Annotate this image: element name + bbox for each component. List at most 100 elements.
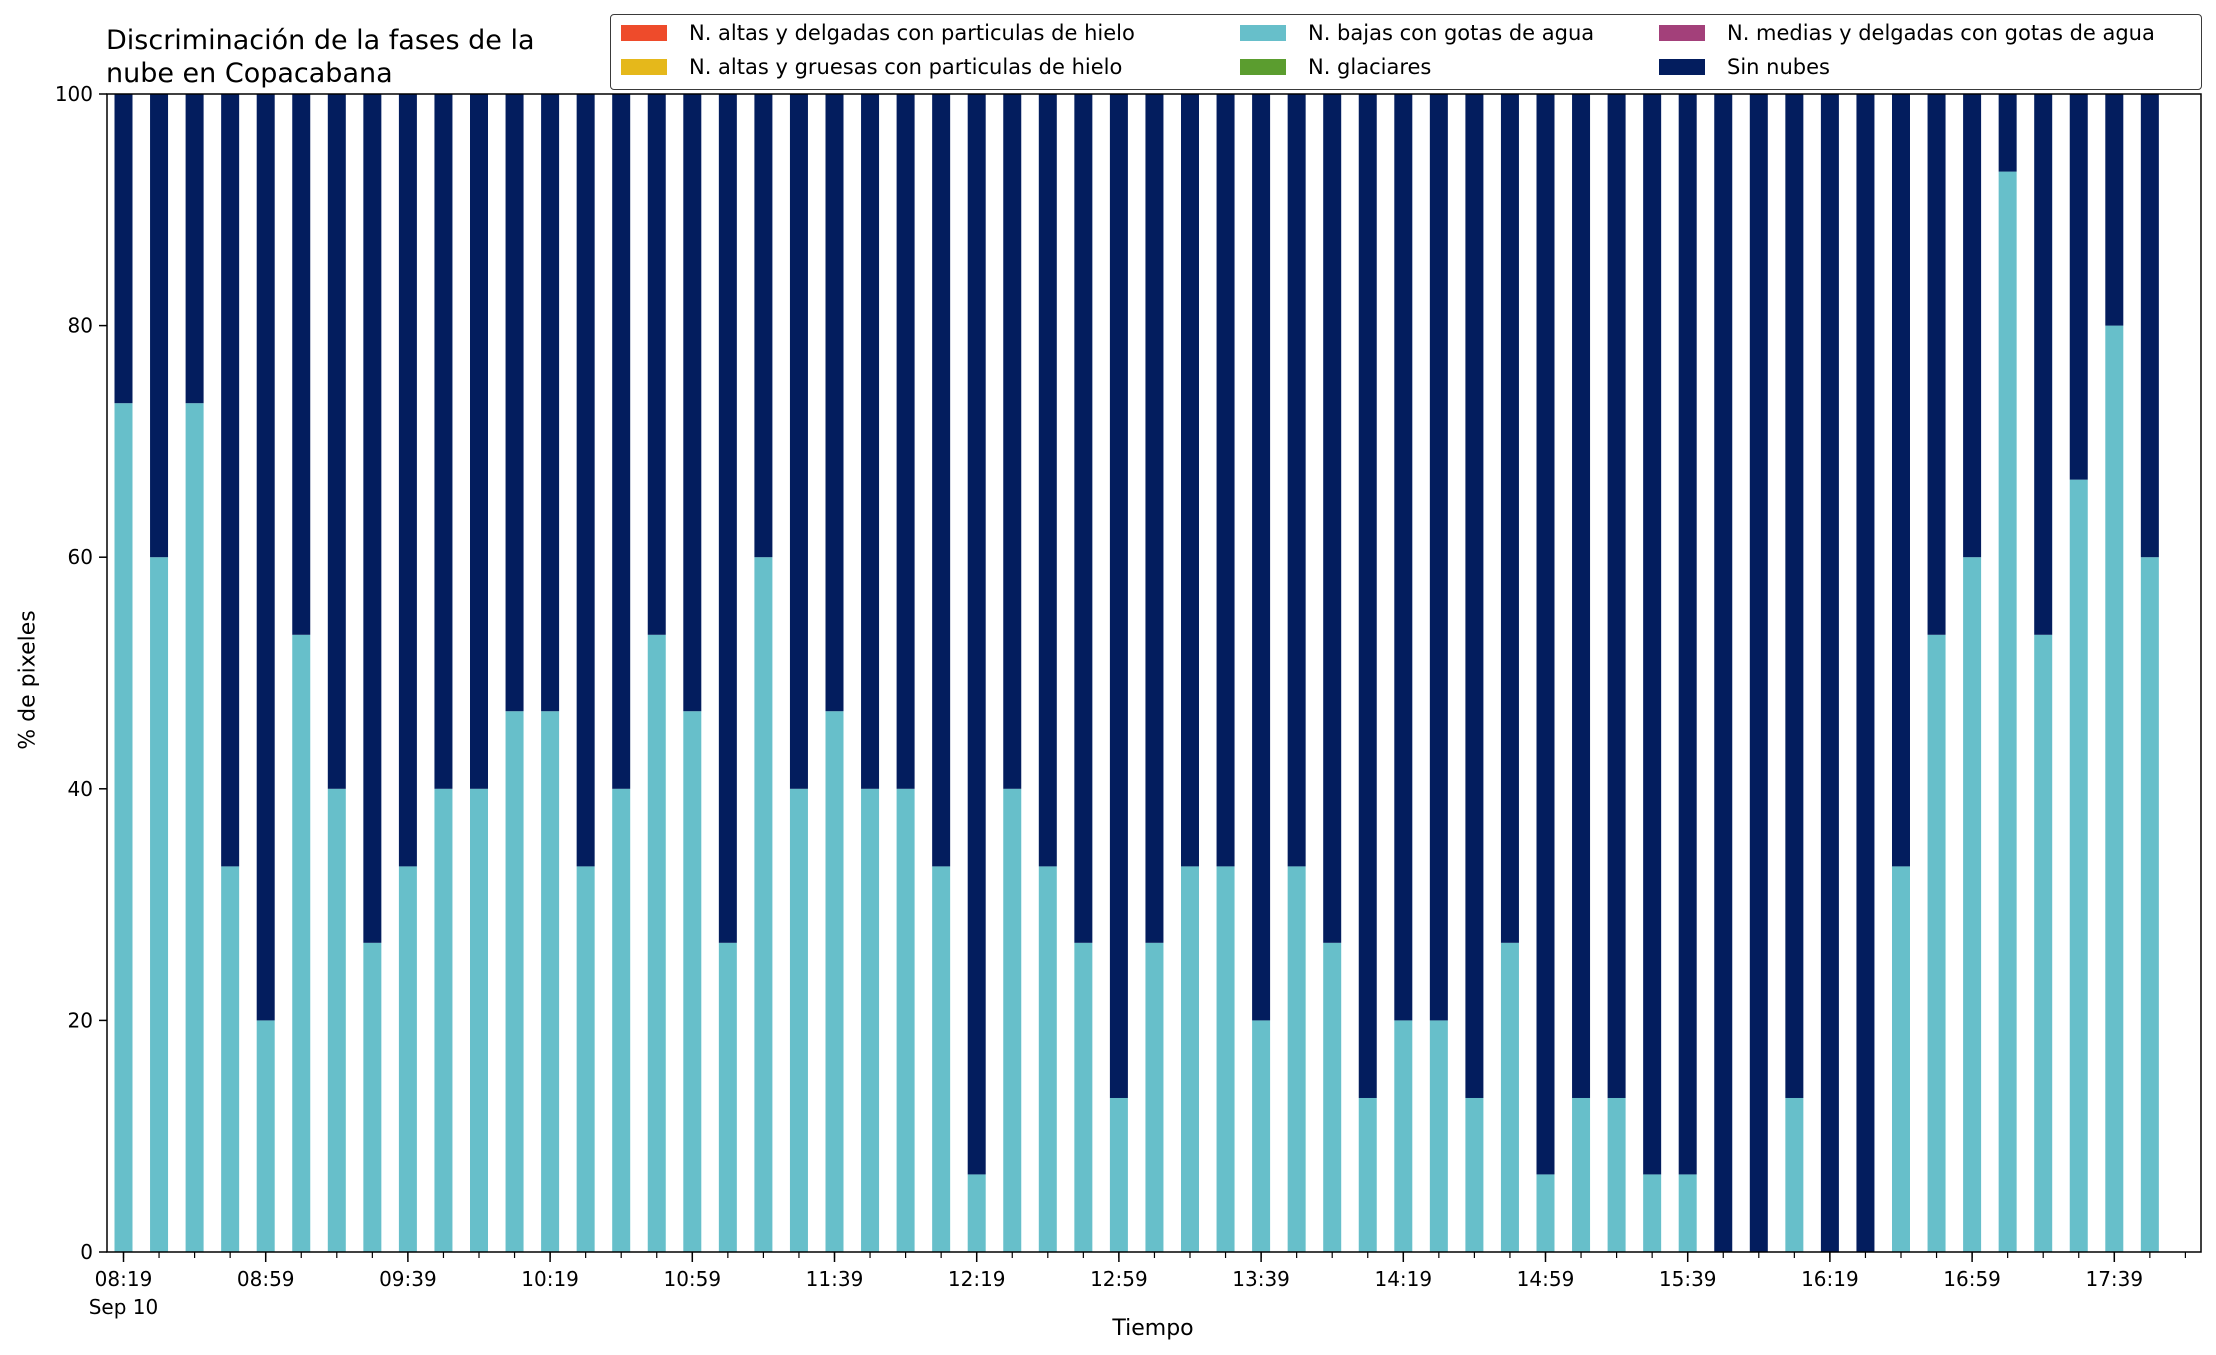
- y-tick-label: 100: [55, 82, 93, 106]
- bar-segment-series-2: [932, 866, 951, 1252]
- legend-item-bajas-gotas: N. bajas con gotas de agua: [1240, 21, 1594, 45]
- y-tick-label: 80: [68, 314, 93, 338]
- bar-segment-series-2: [1109, 1097, 1128, 1252]
- bar-segment-series-5: [1287, 94, 1306, 867]
- x-tick-label: 13:39: [1232, 1267, 1290, 1291]
- x-tick-sublabel: Sep 10: [89, 1295, 159, 1319]
- x-tick-label: 11:39: [806, 1267, 864, 1291]
- y-axis-label: % de pixeles: [15, 610, 41, 750]
- bar-segment-series-2: [2140, 557, 2159, 1252]
- bars-group: [114, 94, 2159, 1253]
- bar-segment-series-5: [398, 94, 417, 867]
- x-tick-label: 10:59: [663, 1267, 721, 1291]
- bar-segment-series-2: [1536, 1174, 1555, 1252]
- bar-segment-series-5: [1998, 94, 2017, 172]
- bar-segment-series-5: [1358, 94, 1377, 1098]
- bar-segment-series-2: [185, 403, 204, 1252]
- bar-segment-series-5: [1465, 94, 1484, 1098]
- bar-segment-series-5: [470, 94, 488, 789]
- x-tick-label: 14:59: [1517, 1267, 1575, 1291]
- legend-label: Sin nubes: [1727, 55, 1830, 79]
- bar-segment-series-2: [718, 942, 737, 1252]
- bar-segment-series-2: [789, 788, 808, 1252]
- bar-segment-series-5: [825, 94, 844, 712]
- legend-swatch: [1659, 25, 1705, 41]
- x-tick-label: 16:19: [1801, 1267, 1859, 1291]
- bar-segment-series-5: [896, 94, 915, 789]
- bar-segment-series-2: [683, 711, 702, 1252]
- bar-segment-series-2: [2069, 479, 2088, 1252]
- bar-segment-series-5: [1749, 94, 1768, 1252]
- bar-segment-series-2: [1500, 942, 1519, 1252]
- legend-swatch: [621, 25, 667, 41]
- bar-segment-series-5: [789, 94, 808, 789]
- legend-item-sin-nubes: Sin nubes: [1659, 55, 1830, 79]
- bar-segment-series-5: [1714, 94, 1733, 1252]
- bar-segment-series-5: [1820, 94, 1839, 1252]
- bar-segment-series-5: [221, 94, 240, 867]
- bar-segment-series-2: [1358, 1097, 1377, 1252]
- bar-segment-series-5: [1181, 94, 1199, 867]
- bar-segment-series-2: [221, 866, 240, 1252]
- bar-segment-series-5: [861, 94, 880, 789]
- bar-segment-series-2: [1145, 942, 1164, 1252]
- bar-segment-series-2: [825, 711, 844, 1252]
- bar-segment-series-2: [114, 403, 133, 1252]
- bar-segment-series-5: [2034, 94, 2053, 635]
- bar-segment-series-5: [434, 94, 453, 789]
- bar-segment-series-5: [327, 94, 346, 789]
- bar-segment-series-2: [576, 866, 595, 1252]
- legend-label: N. altas y delgadas con particulas de hi…: [689, 21, 1135, 45]
- legend-item-altas-delgadas: N. altas y delgadas con particulas de hi…: [621, 21, 1135, 45]
- bar-segment-series-2: [1785, 1097, 1804, 1252]
- bar-segment-series-2: [1429, 1020, 1448, 1252]
- x-tick-label: 14:19: [1374, 1267, 1432, 1291]
- bar-segment-series-5: [1892, 94, 1910, 867]
- y-tick-label: 40: [68, 777, 93, 801]
- bar-segment-series-5: [1145, 94, 1164, 943]
- y-tick-label: 20: [68, 1008, 93, 1032]
- legend-swatch: [1240, 59, 1286, 75]
- bar-segment-series-2: [150, 557, 169, 1252]
- bar-segment-series-2: [1252, 1020, 1271, 1252]
- bar-segment-series-5: [647, 94, 666, 635]
- bar-segment-series-5: [1536, 94, 1555, 1175]
- legend-item-medias-delgadas: N. medias y delgadas con gotas de agua: [1659, 21, 2155, 45]
- bar-segment-series-2: [1998, 171, 2017, 1253]
- legend-label: N. glaciares: [1308, 55, 1432, 79]
- bar-segment-series-5: [576, 94, 595, 867]
- bar-segment-series-2: [1394, 1020, 1413, 1252]
- x-tick-label: 10:19: [521, 1267, 579, 1291]
- bar-segment-series-2: [256, 1020, 275, 1252]
- bar-segment-series-5: [256, 94, 275, 1021]
- bar-segment-series-2: [434, 788, 453, 1252]
- bar-segment-series-5: [1572, 94, 1591, 1098]
- bar-segment-series-5: [2069, 94, 2088, 480]
- bar-segment-series-5: [1109, 94, 1128, 1098]
- bar-segment-series-5: [1323, 94, 1342, 943]
- bar-segment-series-5: [683, 94, 702, 712]
- bar-segment-series-2: [1038, 866, 1057, 1252]
- bar-segment-series-5: [1500, 94, 1519, 943]
- legend-label: N. medias y delgadas con gotas de agua: [1727, 21, 2155, 45]
- x-axis-label: Tiempo: [1112, 1316, 1194, 1341]
- legend-label: N. bajas con gotas de agua: [1308, 21, 1595, 45]
- bar-segment-series-5: [754, 94, 773, 558]
- bar-segment-series-2: [647, 634, 666, 1252]
- bar-segment-series-2: [1927, 634, 1946, 1252]
- bar-segment-series-2: [2105, 325, 2124, 1253]
- bar-segment-series-5: [505, 94, 524, 712]
- x-tick-label: 16:59: [1943, 1267, 2001, 1291]
- bar-segment-series-5: [1216, 94, 1235, 867]
- x-tick-label: 09:39: [379, 1267, 437, 1291]
- bar-segment-series-2: [1892, 866, 1910, 1252]
- x-tick-label: 12:59: [1090, 1267, 1148, 1291]
- bar-segment-series-2: [967, 1174, 986, 1252]
- bar-segment-series-5: [1963, 94, 1982, 558]
- bar-segment-series-2: [1074, 942, 1093, 1252]
- bar-segment-series-5: [612, 94, 631, 789]
- x-tick-label: 15:39: [1659, 1267, 1717, 1291]
- y-tick-label: 60: [68, 545, 93, 569]
- bar-segment-series-2: [1607, 1097, 1626, 1252]
- bar-segment-series-5: [1074, 94, 1093, 943]
